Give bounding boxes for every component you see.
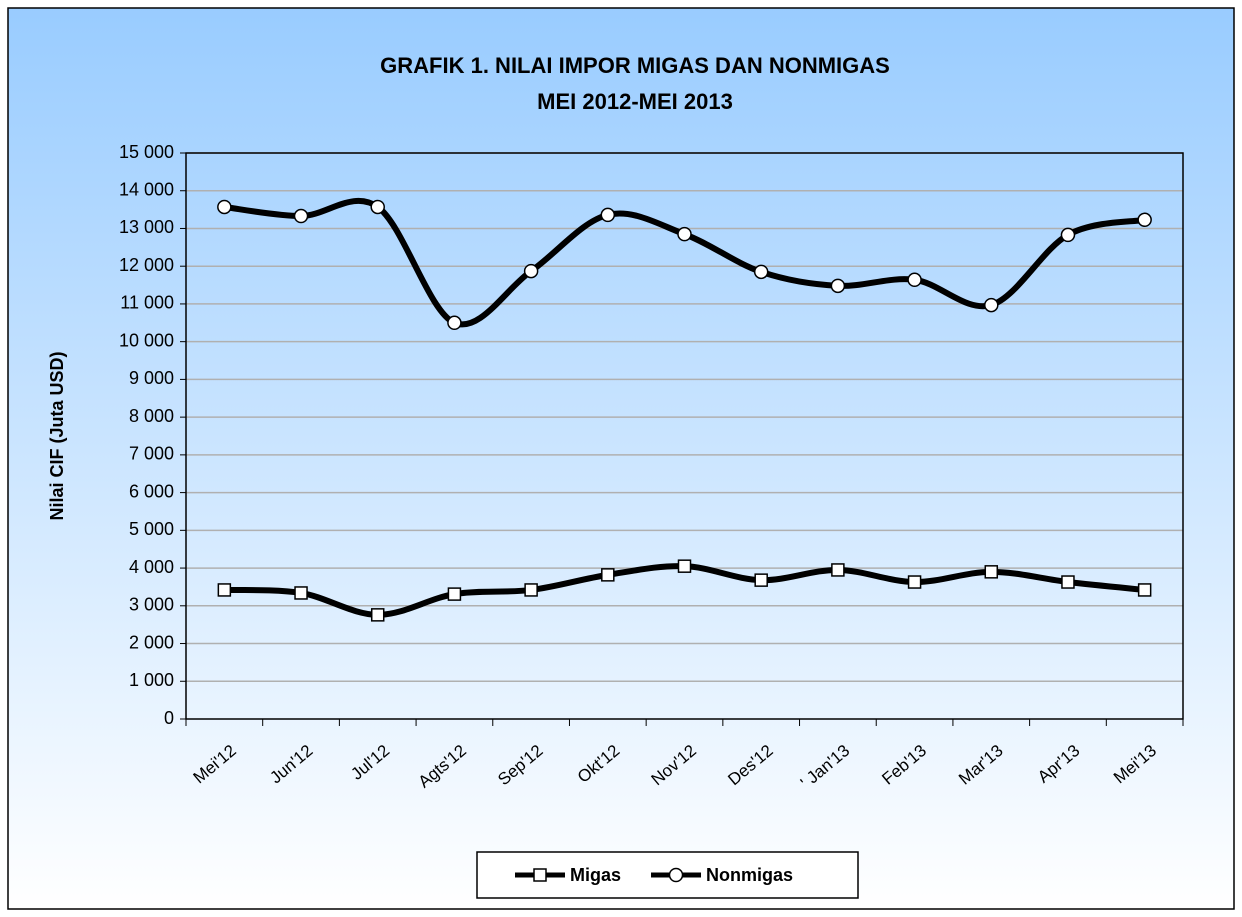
- marker: [217, 583, 232, 597]
- y-tick-label: 1 000: [129, 670, 174, 690]
- y-tick-label: 7 000: [129, 444, 174, 464]
- marker: [447, 315, 462, 331]
- y-tick-label: 0: [164, 708, 174, 728]
- legend-label: Nonmigas: [706, 865, 793, 885]
- y-tick-label: 10 000: [119, 330, 174, 350]
- marker: [830, 278, 846, 294]
- marker: [217, 199, 232, 215]
- marker: [668, 867, 684, 883]
- y-axis-label: Nilai CIF (Juta USD): [47, 351, 67, 520]
- marker: [601, 568, 615, 582]
- marker: [984, 565, 999, 579]
- legend: Migas Nonmigas: [476, 851, 859, 899]
- marker: [370, 199, 385, 215]
- marker: [677, 559, 692, 573]
- marker: [294, 586, 308, 600]
- chart-subtitle: MEI 2012-MEI 2013: [537, 89, 733, 114]
- y-tick-label: 2 000: [129, 632, 174, 652]
- marker: [677, 226, 692, 242]
- marker: [370, 608, 385, 622]
- chart-title: GRAFIK 1. NILAI IMPOR MIGAS DAN NONMIGAS: [380, 53, 890, 78]
- marker: [523, 263, 539, 279]
- marker: [907, 272, 922, 288]
- y-tick-label: 14 000: [119, 179, 174, 199]
- marker: [1060, 227, 1076, 243]
- marker: [1137, 583, 1152, 597]
- y-tick-label: 8 000: [129, 406, 174, 426]
- marker: [831, 563, 845, 577]
- y-tick-label: 12 000: [119, 255, 174, 275]
- legend-label: Migas: [570, 865, 621, 885]
- marker: [447, 587, 462, 601]
- y-tick-label: 9 000: [129, 368, 174, 388]
- marker: [753, 264, 769, 280]
- y-tick-label: 3 000: [129, 595, 174, 615]
- y-tick-label: 4 000: [129, 557, 174, 577]
- marker: [1137, 212, 1152, 228]
- marker: [600, 207, 616, 223]
- marker: [907, 575, 922, 589]
- chart-frame: [7, 7, 1235, 910]
- marker: [524, 583, 538, 597]
- y-tick-label: 6 000: [129, 481, 174, 501]
- y-tick-label: 13 000: [119, 217, 174, 237]
- y-tick-label: 11 000: [120, 293, 174, 313]
- marker: [1061, 575, 1075, 589]
- y-tick-label: 5 000: [129, 519, 174, 539]
- plot-area: [185, 152, 1184, 720]
- marker: [984, 297, 999, 313]
- marker: [754, 573, 768, 587]
- y-tick-label: 15 000: [119, 142, 174, 162]
- marker: [533, 868, 547, 882]
- marker: [293, 208, 309, 224]
